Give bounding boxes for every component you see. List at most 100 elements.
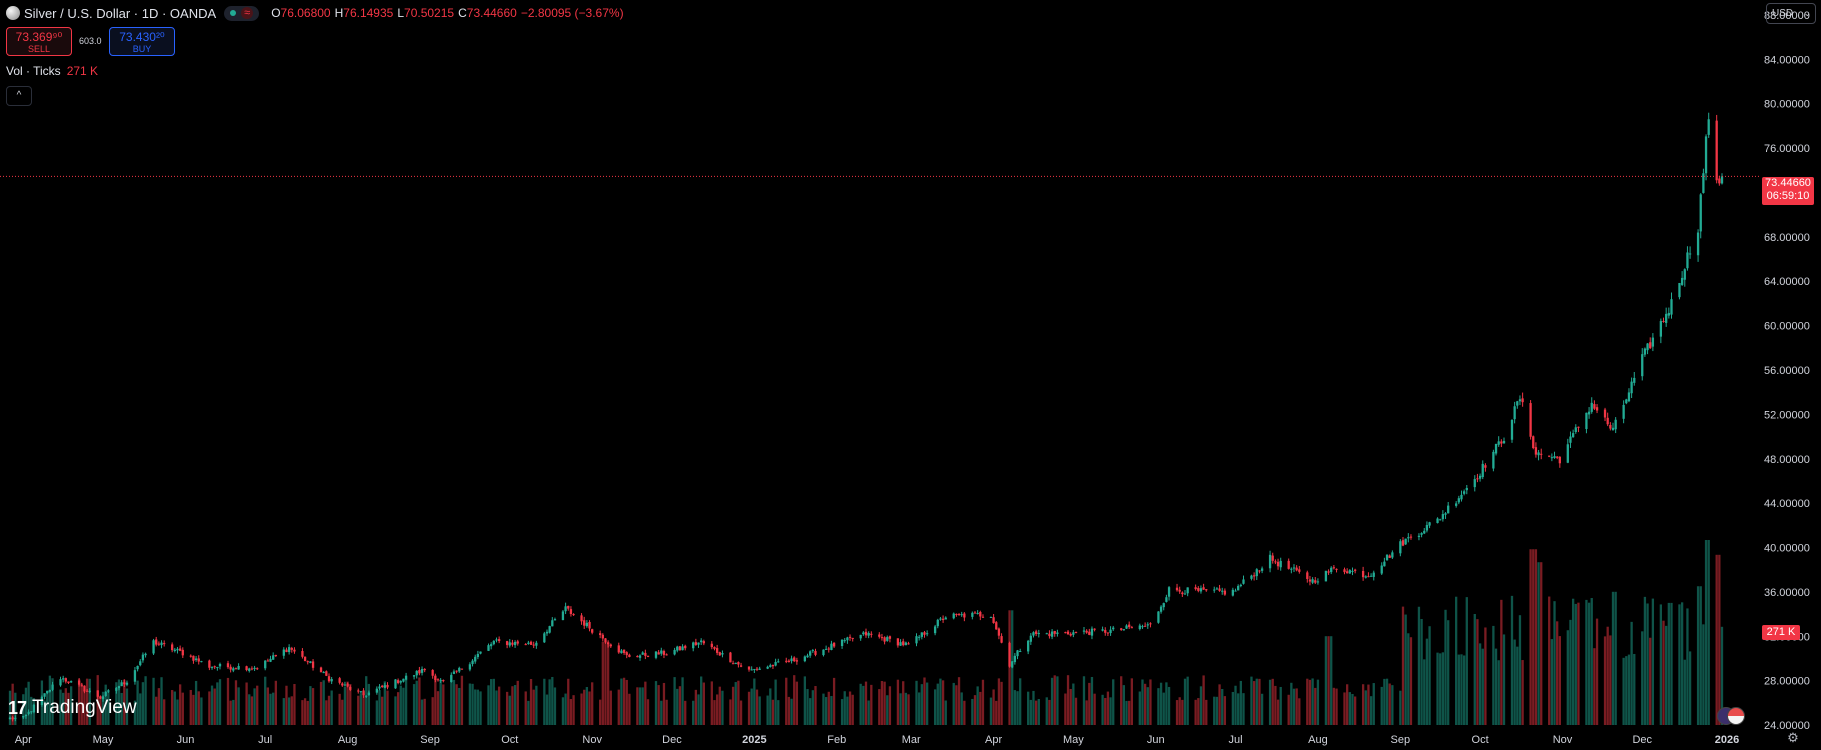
candle-body <box>795 660 799 662</box>
candle-body <box>1101 629 1104 631</box>
time-tick-label: Mar <box>902 734 921 746</box>
volume-bar <box>381 696 384 725</box>
volume-bar <box>232 699 235 725</box>
candle-body <box>899 642 902 646</box>
candle-body <box>210 667 214 669</box>
volume-bar <box>343 686 347 725</box>
volume-legend[interactable]: Vol · Ticks 271 K <box>6 64 98 78</box>
candle-body <box>1146 624 1149 626</box>
volume-bar <box>1199 686 1203 725</box>
candle-body <box>564 606 567 612</box>
volume-bar <box>101 691 105 725</box>
candle-body <box>120 682 123 687</box>
candle-body <box>1590 402 1593 412</box>
volume-bar <box>88 678 91 725</box>
tradingview-logo[interactable]: 17 TradingView <box>8 697 137 719</box>
volume-bar <box>1215 696 1219 725</box>
candle-body <box>1109 629 1112 634</box>
candle-body <box>1720 176 1724 184</box>
volume-bar <box>269 693 272 725</box>
candle-body <box>487 645 490 651</box>
candle-body <box>1455 503 1458 506</box>
candle-body <box>1130 627 1133 629</box>
candle-body <box>1056 632 1059 635</box>
volume-bar <box>625 679 628 725</box>
candle-body <box>1444 513 1447 515</box>
candle-body <box>85 690 89 692</box>
volume-bar <box>1566 630 1569 725</box>
time-tick-label: 2026 <box>1715 734 1739 746</box>
candle-body <box>1702 173 1705 193</box>
candle-body <box>721 653 724 655</box>
sell-label: SELL <box>27 44 51 54</box>
volume-bar <box>617 689 620 725</box>
candle-body <box>99 696 102 699</box>
candle-body <box>886 637 889 641</box>
events-flags[interactable] <box>1717 707 1747 725</box>
tradingview-mark-icon: 17 <box>8 697 27 718</box>
volume-bar <box>173 691 176 725</box>
volume-bar <box>755 689 759 725</box>
candle-body <box>1215 588 1219 590</box>
candle-body <box>226 663 230 668</box>
volume-bar <box>171 690 174 725</box>
candle-body <box>561 611 565 621</box>
collapse-legend-button[interactable]: ^ <box>6 86 32 106</box>
candle-body <box>654 651 658 658</box>
volume-bar <box>505 691 509 725</box>
candle-body <box>43 693 46 697</box>
candle-body <box>343 684 347 686</box>
candle-body <box>973 612 977 614</box>
symbol-title[interactable]: Silver / U.S. Dollar · 1D · OANDA <box>24 5 217 21</box>
volume-bar <box>955 685 958 725</box>
time-tick-label: Apr <box>15 734 32 746</box>
volume-bar <box>1034 700 1038 725</box>
candle-body <box>1279 560 1282 568</box>
volume-bar <box>585 687 589 725</box>
candle-body <box>396 680 400 684</box>
price-tick-label: 80.00000 <box>1764 99 1810 111</box>
volume-bar <box>758 696 761 725</box>
volume-bar <box>1231 691 1235 725</box>
candle-body <box>173 649 176 651</box>
currency-select[interactable]: USD ⌄ <box>1766 3 1816 24</box>
candle-body <box>840 639 844 647</box>
volume-bar <box>1550 639 1554 725</box>
volume-bar <box>957 677 961 725</box>
sell-button[interactable]: 73.369⁹⁰ SELL <box>6 27 72 56</box>
candle-body <box>237 666 240 670</box>
candle-body <box>553 619 557 621</box>
candle-body <box>27 711 30 715</box>
volume-bar <box>1120 676 1123 725</box>
volume-bar <box>1112 679 1115 725</box>
candle-body <box>1050 631 1054 637</box>
volume-bar <box>120 692 123 725</box>
candle-body <box>216 666 219 668</box>
settings-gear-icon[interactable]: ⚙ <box>1787 730 1799 745</box>
candle-body <box>718 652 721 656</box>
candle-body <box>365 695 368 697</box>
us-flag-icon[interactable] <box>1727 707 1745 725</box>
volume-bar <box>1361 684 1365 725</box>
buy-button[interactable]: 73.430²⁰ BUY <box>109 27 175 56</box>
volume-bar <box>867 700 870 725</box>
volume-bar <box>144 676 147 725</box>
time-tick-label: Jun <box>1147 734 1165 746</box>
candle-body <box>588 621 591 629</box>
volume-bar <box>1186 676 1189 725</box>
market-status[interactable]: ≈ <box>224 5 260 21</box>
close-key: C <box>458 6 467 20</box>
volume-bar <box>665 699 668 725</box>
volume-bar <box>1213 696 1216 725</box>
volume-bar <box>636 687 639 725</box>
candle-body <box>702 641 705 644</box>
candle-body <box>601 634 604 639</box>
volume-bar <box>1707 540 1710 725</box>
candle-body <box>1548 455 1551 457</box>
volume-bar <box>495 690 498 725</box>
candle-body <box>117 686 121 689</box>
candle-body <box>458 667 461 672</box>
candle-body <box>383 685 386 688</box>
candle-body <box>157 643 161 645</box>
